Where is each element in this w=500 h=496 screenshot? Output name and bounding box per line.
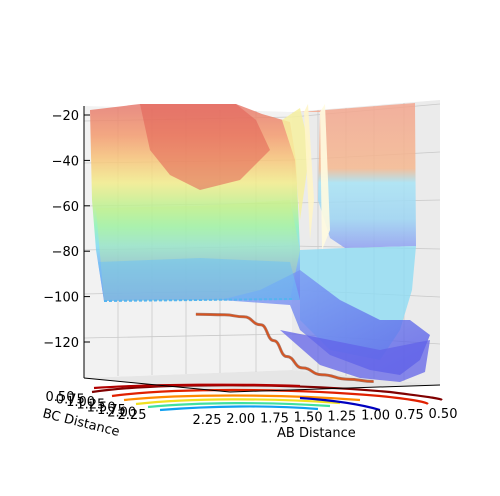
y-tick-label: 2.25 [118, 408, 147, 423]
trajectory [195, 312, 374, 383]
y-tick-label: 1.75 [97, 403, 126, 418]
y-ticks: 0.500.751.001.251.501.752.002.25 [46, 390, 147, 423]
y-tick-label: 2.00 [107, 405, 136, 420]
x-ticks: 2.25 2.00 1.75 1.50 1.25 1.00 0.75 0.50 [193, 407, 458, 428]
surface-left-edge-dashed [103, 298, 293, 302]
x-tick-label: 1.25 [327, 410, 356, 425]
x-tick-label: 0.50 [429, 407, 458, 422]
surface-valley-lower [280, 330, 430, 382]
surface-spike-1 [304, 104, 314, 240]
trajectory-line [195, 313, 374, 383]
x-axis: 2.25 2.00 1.75 1.50 1.25 1.00 0.75 0.50 AB Dist… [193, 384, 458, 441]
y-tick-label: 0.75 [56, 393, 85, 408]
x-axis-line [229, 384, 441, 393]
x-tick-label: 1.50 [294, 410, 323, 425]
surface-left-blue-strip [98, 258, 300, 301]
z-tick-label: −60 [52, 200, 79, 215]
y-axis: 0.500.751.001.251.501.752.002.25 BC Dist… [41, 377, 231, 440]
potential-surface [90, 103, 430, 382]
y-tick-label: 1.50 [87, 400, 116, 415]
x-tick-label: 1.75 [260, 411, 289, 426]
x-tick-label: 1.00 [361, 409, 390, 424]
y-tick-label: 1.00 [66, 395, 95, 410]
z-tick-label: −80 [52, 245, 79, 260]
x-axis-label: AB Distance [277, 426, 356, 441]
y-tick-label: 0.50 [46, 390, 75, 405]
z-tick-label: −120 [43, 336, 79, 351]
surface-yellow-ridge [282, 108, 310, 220]
x-tick-label: 0.75 [395, 408, 424, 423]
x-tick-label: 2.25 [193, 413, 222, 428]
surface-red-peak [140, 104, 270, 190]
x-tick-label: 2.00 [226, 412, 255, 427]
y-tick-label: 1.25 [76, 398, 105, 413]
z-ticks: −20 −40 −60 −80 −100 −120 [43, 109, 90, 351]
y-axis-line [83, 377, 231, 393]
z-tick-label: −40 [52, 154, 79, 169]
surface-spike-2 [320, 104, 330, 250]
z-axis: −20 −40 −60 −80 −100 −120 [43, 106, 90, 378]
floor-contours [91, 383, 443, 412]
z-tick-label: −20 [52, 109, 79, 124]
z-tick-label: −100 [43, 291, 79, 306]
